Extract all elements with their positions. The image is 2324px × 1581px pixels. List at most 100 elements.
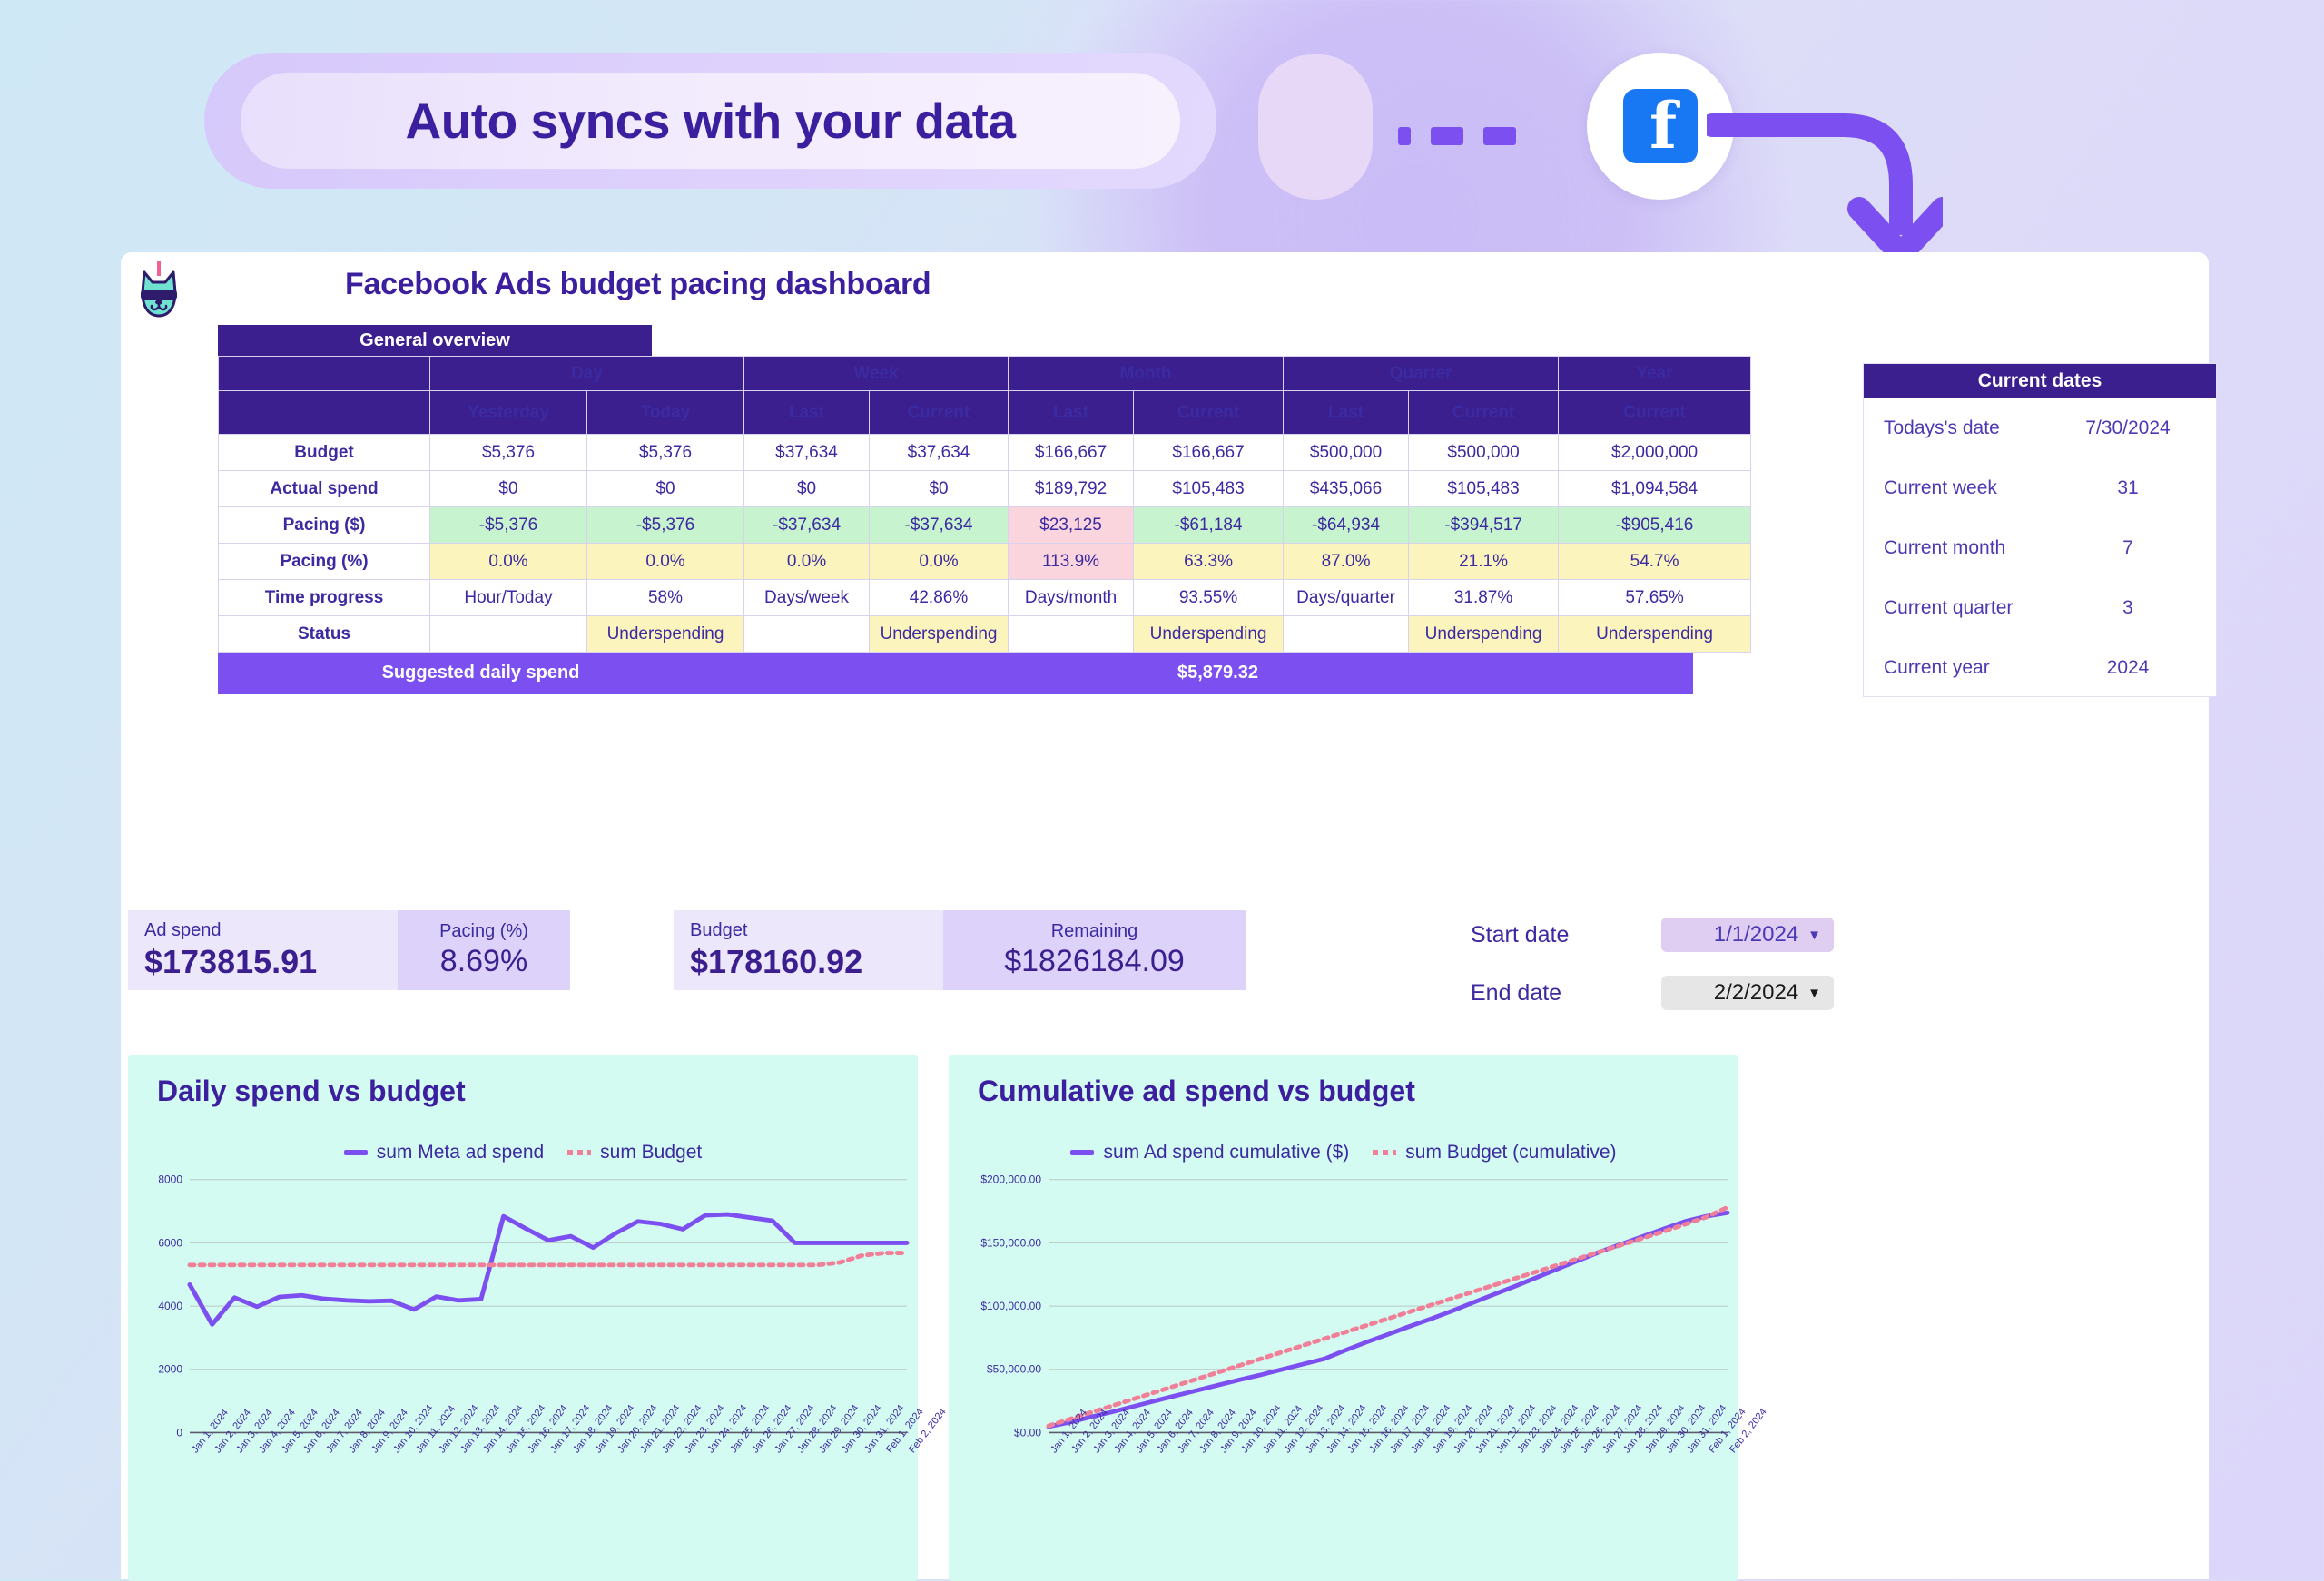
- table-cell: 58%: [586, 579, 745, 616]
- row-label: Pacing (%): [218, 543, 430, 580]
- cumulative-spend-chart-card: Cumulative ad spend vs budget sum Ad spe…: [949, 1055, 1769, 1581]
- svg-text:0: 0: [176, 1427, 182, 1439]
- table-cell: Underspending: [1408, 615, 1560, 653]
- svg-text:$50,000.00: $50,000.00: [987, 1363, 1041, 1376]
- table-cell: $37,634: [869, 434, 1009, 471]
- kpi-ad-spend-label: Ad spend: [144, 919, 222, 940]
- current-date-value: 2024: [2106, 657, 2150, 678]
- dash-1: [1398, 127, 1411, 145]
- table-cell: $166,667: [1008, 434, 1135, 471]
- table-row: Pacing (%) 0.0% 0.0% 0.0% 0.0% 113.9% 63.3% 87.…: [218, 543, 1752, 580]
- table-cell: $435,066: [1283, 470, 1410, 507]
- current-date-row: Todays's date 7/30/2024: [1864, 398, 2216, 458]
- suggested-daily-spend-label: Suggested daily spend: [219, 653, 743, 693]
- table-row: Actual spend $0 $0 $0 $0 $189,792 $105,483 $435…: [218, 470, 1752, 507]
- current-date-row: Current week 31: [1864, 458, 2216, 518]
- group-day: Day: [428, 356, 745, 391]
- table-cell: [1283, 615, 1410, 653]
- hero-pill: Auto syncs with your data: [204, 53, 1216, 189]
- legend-label: sum Budget: [600, 1142, 703, 1163]
- kpi-budget-label: Budget: [690, 919, 748, 940]
- current-date-value: 3: [2122, 597, 2133, 618]
- table-cell: [1008, 615, 1135, 653]
- subheader-quarter-last: Last: [1283, 390, 1410, 435]
- end-date-value: 2/2/2024: [1713, 980, 1799, 1005]
- table-cell: Underspending: [1558, 615, 1752, 653]
- end-date-picker[interactable]: 2/2/2024 ▼: [1661, 976, 1834, 1010]
- svg-text:2000: 2000: [158, 1363, 182, 1376]
- dashboard-header: Facebook Ads budget pacing dashboard: [121, 252, 2209, 334]
- subheader-week-current: Current: [869, 390, 1009, 435]
- svg-text:$200,000.00: $200,000.00: [980, 1173, 1041, 1186]
- current-dates-title: Current dates: [1864, 364, 2216, 398]
- table-cell: 0.0%: [743, 543, 871, 580]
- hero-title: Auto syncs with your data: [405, 93, 1016, 149]
- table-cell: 93.55%: [1133, 579, 1285, 616]
- legend-item-ad-spend-cumulative[interactable]: sum Ad spend cumulative ($): [1070, 1142, 1349, 1164]
- sync-dashes: [1398, 127, 1516, 145]
- page-title: Facebook Ads budget pacing dashboard: [345, 267, 931, 301]
- svg-text:6000: 6000: [158, 1236, 182, 1249]
- current-date-label: Current week: [1884, 477, 1997, 498]
- table-cell: $5,376: [429, 434, 587, 471]
- kpi-budget: Budget $178160.92: [674, 910, 943, 990]
- table-cell: -$5,376: [429, 506, 587, 544]
- table-row: Status Underspending Underspending Underspe…: [218, 615, 1752, 653]
- table-row: Time progress Hour/Today 58% Days/week 42.86…: [218, 579, 1752, 616]
- corner-cell: [218, 356, 430, 391]
- kpi-ad-spend: Ad spend $173815.91: [128, 910, 398, 990]
- hero-pill-inner: Auto syncs with your data: [241, 73, 1180, 169]
- table-cell: $105,483: [1133, 470, 1285, 507]
- row-label: Status: [218, 615, 430, 653]
- subheader-month-last: Last: [1008, 390, 1135, 435]
- table-group-header-row: Day Week Month Quarter Year: [218, 356, 1752, 391]
- curved-down-arrow-icon: [1707, 113, 1943, 266]
- svg-text:$150,000.00: $150,000.00: [980, 1236, 1041, 1249]
- legend-item-budget[interactable]: sum Budget: [567, 1142, 702, 1164]
- table-cell: $0: [429, 470, 587, 507]
- table-cell: $0: [869, 470, 1009, 507]
- table-cell: $500,000: [1283, 434, 1410, 471]
- kpi-group-spend: Ad spend $173815.91 Pacing (%) 8.69%: [128, 910, 570, 990]
- start-date-label: Start date: [1471, 921, 1570, 948]
- legend-line-dotted-icon: [567, 1150, 592, 1155]
- current-date-label: Current year: [1884, 657, 1990, 678]
- table-cell: 54.7%: [1558, 543, 1752, 580]
- table-cell: 87.0%: [1283, 543, 1410, 580]
- legend-item-meta-ad-spend[interactable]: sum Meta ad spend: [343, 1142, 544, 1164]
- suggested-daily-spend-bar: Suggested daily spend $5,879.32: [218, 653, 1693, 694]
- table-cell: 0.0%: [429, 543, 587, 580]
- overview-table-body: Budget $5,376 $5,376 $37,634 $37,634 $166,667…: [218, 434, 1752, 653]
- cumulative-spend-x-axis: Jan 1, 2024 Jan 2, 2024 Jan 3, 2024 Jan 4, …: [1049, 1403, 1769, 1574]
- unicorn-cat-icon: [1242, 54, 1387, 204]
- table-cell: -$37,634: [869, 506, 1009, 544]
- row-label: Budget: [218, 434, 430, 471]
- svg-text:4000: 4000: [158, 1300, 182, 1312]
- table-cell: 0.0%: [869, 543, 1009, 580]
- current-dates-card: Current dates Todays's date 7/30/2024 Curr…: [1863, 363, 2217, 697]
- svg-text:$0.00: $0.00: [1014, 1427, 1041, 1439]
- table-cell: Days/month: [1008, 579, 1135, 616]
- kpi-remaining-value: $1826184.09: [1004, 944, 1185, 978]
- legend-label: sum Budget (cumulative): [1405, 1142, 1617, 1163]
- current-date-row: Current quarter 3: [1864, 578, 2216, 638]
- row-label: Time progress: [218, 579, 430, 616]
- table-cell: Underspending: [869, 615, 1009, 653]
- table-cell: -$905,416: [1558, 506, 1752, 544]
- group-week: Week: [743, 356, 1009, 391]
- subheader-quarter-current: Current: [1408, 390, 1560, 435]
- legend-item-budget-cumulative[interactable]: sum Budget (cumulative): [1373, 1142, 1617, 1164]
- current-date-value: 31: [2117, 477, 2139, 498]
- daily-spend-chart-title: Daily spend vs budget: [157, 1075, 466, 1107]
- current-date-row: Current year 2024: [1864, 638, 2216, 698]
- table-cell: $0: [743, 470, 871, 507]
- kpi-group-budget: Budget $178160.92 Remaining $1826184.09: [674, 910, 1246, 990]
- table-cell: $0: [586, 470, 745, 507]
- table-cell: 57.65%: [1558, 579, 1752, 616]
- chevron-down-icon: ▼: [1807, 927, 1821, 943]
- table-cell: 42.86%: [869, 579, 1009, 616]
- current-date-label: Current quarter: [1884, 597, 2014, 618]
- table-subheader-row: Yesterday Today Last Current Last Curren…: [218, 390, 1752, 435]
- start-date-picker[interactable]: 1/1/2024 ▼: [1661, 918, 1834, 952]
- facebook-glyph: [1623, 89, 1698, 163]
